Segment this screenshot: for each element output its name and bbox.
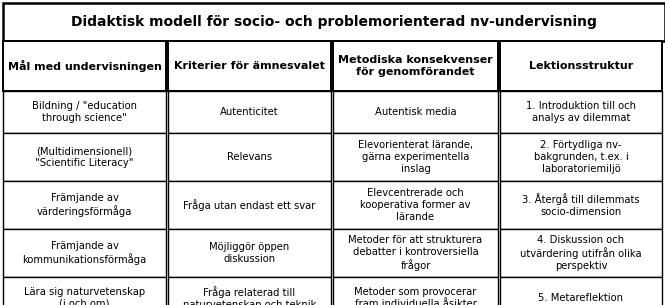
Text: 2. Förtydliga nv-
bakgrunden, t.ex. i
laboratoriemiljö: 2. Förtydliga nv- bakgrunden, t.ex. i la… [533, 140, 628, 174]
Text: 1. Introduktion till och
analys av dilemmat: 1. Introduktion till och analys av dilem… [526, 101, 636, 123]
Text: Lära sig naturvetenskap
(i och om): Lära sig naturvetenskap (i och om) [24, 287, 145, 305]
Text: Metodiska konsekvenser
för genomförandet: Metodiska konsekvenser för genomförandet [338, 55, 493, 77]
Bar [333, 91, 498, 133]
Text: Fråga utan endast ett svar: Fråga utan endast ett svar [184, 199, 316, 211]
Bar [333, 277, 498, 305]
Bar [3, 229, 166, 277]
Text: (Multidimensionell)
"Scientific Literacy": (Multidimensionell) "Scientific Literacy… [35, 146, 134, 168]
Bar [500, 133, 662, 181]
Text: Kriterier för ämnesvalet: Kriterier för ämnesvalet [174, 61, 325, 71]
Bar [500, 91, 662, 133]
Bar [3, 133, 166, 181]
Bar [500, 277, 662, 305]
Text: Metoder som provocerar
fram individuella åsikter: Metoder som provocerar fram individuella… [354, 287, 477, 305]
Text: Autenticitet: Autenticitet [220, 107, 279, 117]
Bar [3, 181, 166, 229]
Bar [168, 133, 331, 181]
Text: Lektionsstruktur: Lektionsstruktur [529, 61, 633, 71]
Bar [333, 133, 498, 181]
Text: Främjande av
värderingsförmåga: Främjande av värderingsförmåga [37, 193, 132, 217]
Bar [168, 91, 331, 133]
Bar [168, 229, 331, 277]
Text: 3. Återgå till dilemmats
socio-dimension: 3. Återgå till dilemmats socio-dimension [522, 193, 640, 217]
Bar [500, 181, 662, 229]
Text: 4. Diskussion och
utvärdering utifrån olika
perspektiv: 4. Diskussion och utvärdering utifrån ol… [520, 235, 642, 271]
Bar [3, 91, 166, 133]
Text: Elevcentrerade och
kooperativa former av
lärande: Elevcentrerade och kooperativa former av… [360, 188, 471, 222]
Text: Autentisk media: Autentisk media [374, 107, 456, 117]
Bar [168, 41, 331, 91]
Text: 5. Metareflektion: 5. Metareflektion [539, 293, 624, 303]
Text: Främjande av
kommunikationsförmåga: Främjande av kommunikationsförmåga [23, 241, 146, 265]
Bar [168, 181, 331, 229]
Bar [3, 41, 166, 91]
Text: Didaktisk modell för socio- och problemorienterad nv-undervisning: Didaktisk modell för socio- och problemo… [71, 15, 597, 29]
Bar [500, 229, 662, 277]
Text: Möjliggör öppen
diskussion: Möjliggör öppen diskussion [209, 242, 290, 264]
Text: Mål med undervisningen: Mål med undervisningen [7, 60, 162, 72]
Bar [333, 229, 498, 277]
Text: Fråga relaterad till
naturvetenskap och teknik: Fråga relaterad till naturvetenskap och … [183, 286, 316, 305]
Text: Relevans: Relevans [227, 152, 272, 162]
Bar [3, 277, 166, 305]
Bar [168, 277, 331, 305]
Bar [333, 181, 498, 229]
Text: Metoder för att strukturera
debatter i kontroversiella
frågor: Metoder för att strukturera debatter i k… [348, 235, 483, 271]
Text: Elevorienterat lärande,
gärna experimentella
inslag: Elevorienterat lärande, gärna experiment… [358, 140, 473, 174]
Bar [3, 3, 665, 41]
Bar [500, 41, 662, 91]
Text: Bildning / "education
through science": Bildning / "education through science" [32, 101, 137, 123]
Bar [333, 41, 498, 91]
